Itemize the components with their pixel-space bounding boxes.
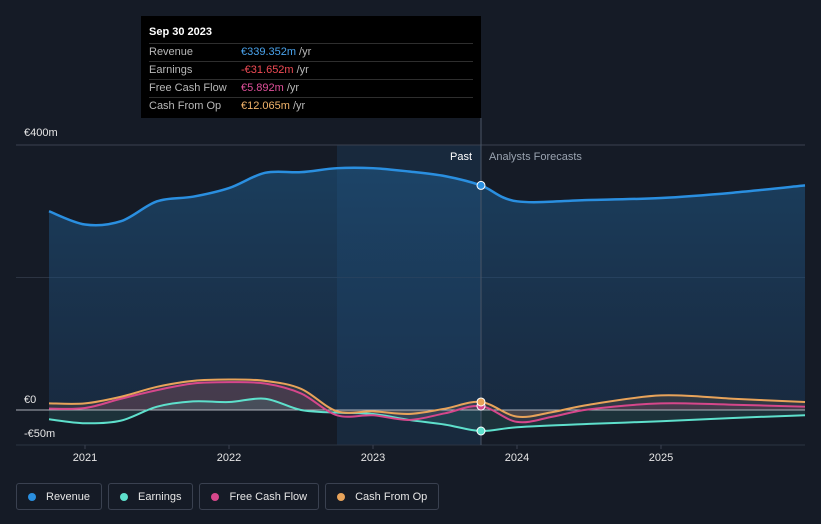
tooltip-unit: /yr bbox=[292, 100, 306, 112]
legend-item-revenue[interactable]: Revenue bbox=[16, 483, 103, 510]
tooltip-value: €12.065m bbox=[241, 100, 290, 112]
legend-label: Cash From Op bbox=[355, 490, 428, 503]
marker-cash-from-op bbox=[476, 397, 486, 407]
legend-dot-icon bbox=[211, 492, 220, 501]
revenue-area bbox=[49, 167, 805, 410]
legend-label: Revenue bbox=[46, 490, 91, 503]
tooltip-unit: /yr bbox=[299, 46, 312, 58]
marker-revenue bbox=[476, 180, 486, 190]
series-line-earnings bbox=[48, 397, 806, 433]
tooltip-row-earnings: Earnings -€31.652m /yr bbox=[149, 62, 473, 80]
area-cash-from-op bbox=[49, 379, 805, 417]
tooltip-label: Earnings bbox=[149, 64, 193, 76]
area-earnings bbox=[49, 398, 805, 432]
legend-label: Earnings bbox=[138, 490, 182, 503]
legend-dot-icon bbox=[28, 492, 36, 501]
legend: Revenue Earnings Free Cash Flow Cash Fro… bbox=[16, 483, 440, 510]
tooltip-value: -€31.652m bbox=[241, 64, 294, 76]
legend-dot-icon bbox=[120, 492, 129, 501]
tooltip-row-free-cash-flow: Free Cash Flow €5.892m /yr bbox=[149, 80, 473, 98]
y-tick-label: -€50m bbox=[24, 428, 55, 440]
legend-item-cash-from-op[interactable]: Cash From Op bbox=[325, 483, 440, 510]
tooltip-label: Cash From Op bbox=[149, 100, 222, 112]
x-tick-label: 2024 bbox=[505, 452, 529, 464]
series-line-free-cash-flow bbox=[48, 381, 806, 424]
tooltip-row-revenue: Revenue €339.352m /yr bbox=[149, 44, 473, 62]
legend-label: Free Cash Flow bbox=[229, 490, 308, 503]
marker-earnings bbox=[476, 426, 486, 436]
tooltip-unit: /yr bbox=[286, 82, 300, 94]
tooltip-date: Sep 30 2023 bbox=[149, 23, 473, 44]
legend-item-free-cash-flow[interactable]: Free Cash Flow bbox=[199, 483, 320, 510]
tooltip-unit: /yr bbox=[296, 64, 309, 76]
legend-dot-icon bbox=[337, 492, 346, 501]
legend-item-earnings[interactable]: Earnings bbox=[108, 483, 194, 510]
tooltip: Sep 30 2023 Revenue €339.352m /yr Earnin… bbox=[141, 16, 481, 118]
x-tick-label: 2021 bbox=[73, 452, 97, 464]
area-free-cash-flow bbox=[49, 382, 805, 423]
x-tick-label: 2023 bbox=[361, 452, 385, 464]
tooltip-value: €339.352m bbox=[241, 46, 297, 58]
forecast-label: Analysts Forecasts bbox=[489, 151, 582, 163]
tooltip-row-cash-from-op: Cash From Op €12.065m /yr bbox=[149, 98, 473, 115]
past-label: Past bbox=[450, 151, 472, 163]
y-tick-label: €0 bbox=[24, 394, 36, 406]
x-tick-label: 2025 bbox=[649, 452, 673, 464]
tooltip-value: €5.892m bbox=[241, 82, 284, 94]
series-line-revenue bbox=[48, 166, 806, 227]
series-line-cash-from-op bbox=[48, 378, 806, 418]
tooltip-label: Free Cash Flow bbox=[149, 82, 227, 94]
y-tick-label: €400m bbox=[24, 127, 58, 139]
x-tick-label: 2022 bbox=[217, 452, 241, 464]
tooltip-label: Revenue bbox=[149, 46, 194, 58]
